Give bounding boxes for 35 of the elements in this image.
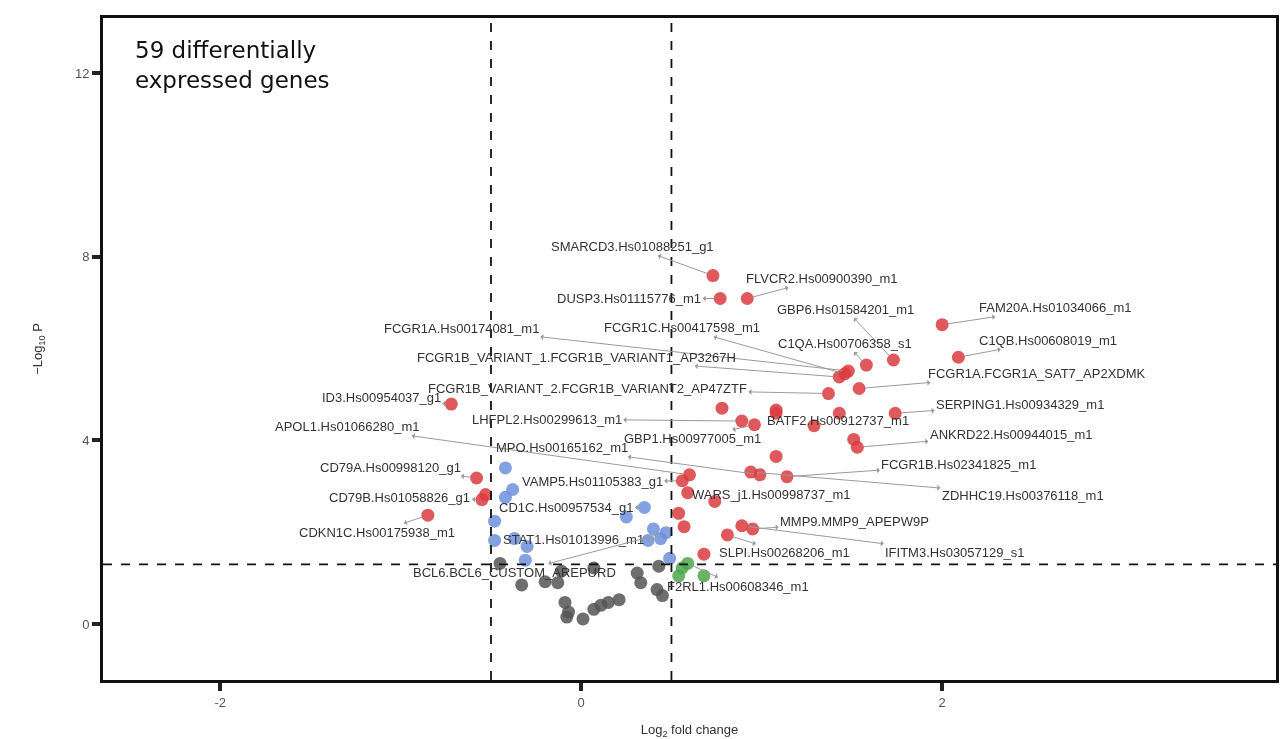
annotation: C1QA.Hs00706358_s1: [778, 336, 912, 351]
annotation: ANKRD22.Hs00944015_m1: [930, 427, 1093, 442]
annotation: FAM20A.Hs01034066_m1: [979, 300, 1132, 315]
annotation: IFITM3.Hs03057129_s1: [885, 545, 1025, 560]
annotation: FCGR1A.FCGR1A_SAT7_AP2XDMK: [928, 366, 1146, 381]
x-tick-label: 0: [577, 694, 585, 710]
annotation: APOL1.Hs01066280_m1: [275, 419, 420, 434]
annotation: C1QB.Hs00608019_m1: [979, 333, 1118, 348]
annotation: CD1C.Hs00957534_g1: [499, 500, 634, 515]
annotation: SMARCD3.Hs01088251_g1: [551, 239, 714, 254]
annotation: DUSP3.Hs01115776_m1: [557, 291, 702, 306]
annotation: SLPI.Hs00268206_m1: [719, 545, 850, 560]
annotation: VAMP5.Hs01105383_g1: [522, 474, 664, 489]
annotation: 59 differentially expressed genes: [135, 37, 330, 93]
x-tick-label: 2: [938, 694, 946, 710]
annotation: LHFPL2.Hs00299613_m1: [472, 412, 623, 427]
annotation: CDKN1C.Hs00175938_m1: [299, 525, 456, 540]
annotation: GBP6.Hs01584201_m1: [777, 302, 915, 317]
annotation: SERPING1.Hs00934329_m1: [936, 397, 1105, 412]
annotation: CD79B.Hs01058826_g1: [329, 490, 470, 505]
y-tick-label: 12: [74, 65, 90, 81]
annotation: FCGR1A.Hs00174081_m1: [384, 321, 540, 336]
y-tick-label: 4: [82, 432, 90, 448]
annotation: FLVCR2.Hs00900390_m1: [746, 271, 898, 286]
annotation: F2RL1.Hs00608346_m1: [667, 579, 809, 594]
annotation: FCGR1B.Hs02341825_m1: [881, 457, 1037, 472]
annotation: ZDHHC19.Hs00376118_m1: [942, 488, 1104, 503]
annotation: FCGR1B_VARIANT_1.FCGR1B_VARIANT1_AP3267H: [417, 350, 736, 365]
y-tick-label: 0: [82, 616, 90, 632]
x-axis-title: Log$_{2}$ fold change: [640, 722, 739, 739]
annotation: FCGR1C.Hs00417598_m1: [604, 320, 761, 335]
x-tick-label: -2: [214, 694, 227, 710]
annotation: MMP9.MMP9_APEPW9P: [780, 514, 929, 529]
y-tick-label: 8: [82, 249, 90, 265]
annotation: CD79A.Hs00998120_g1: [320, 460, 461, 475]
